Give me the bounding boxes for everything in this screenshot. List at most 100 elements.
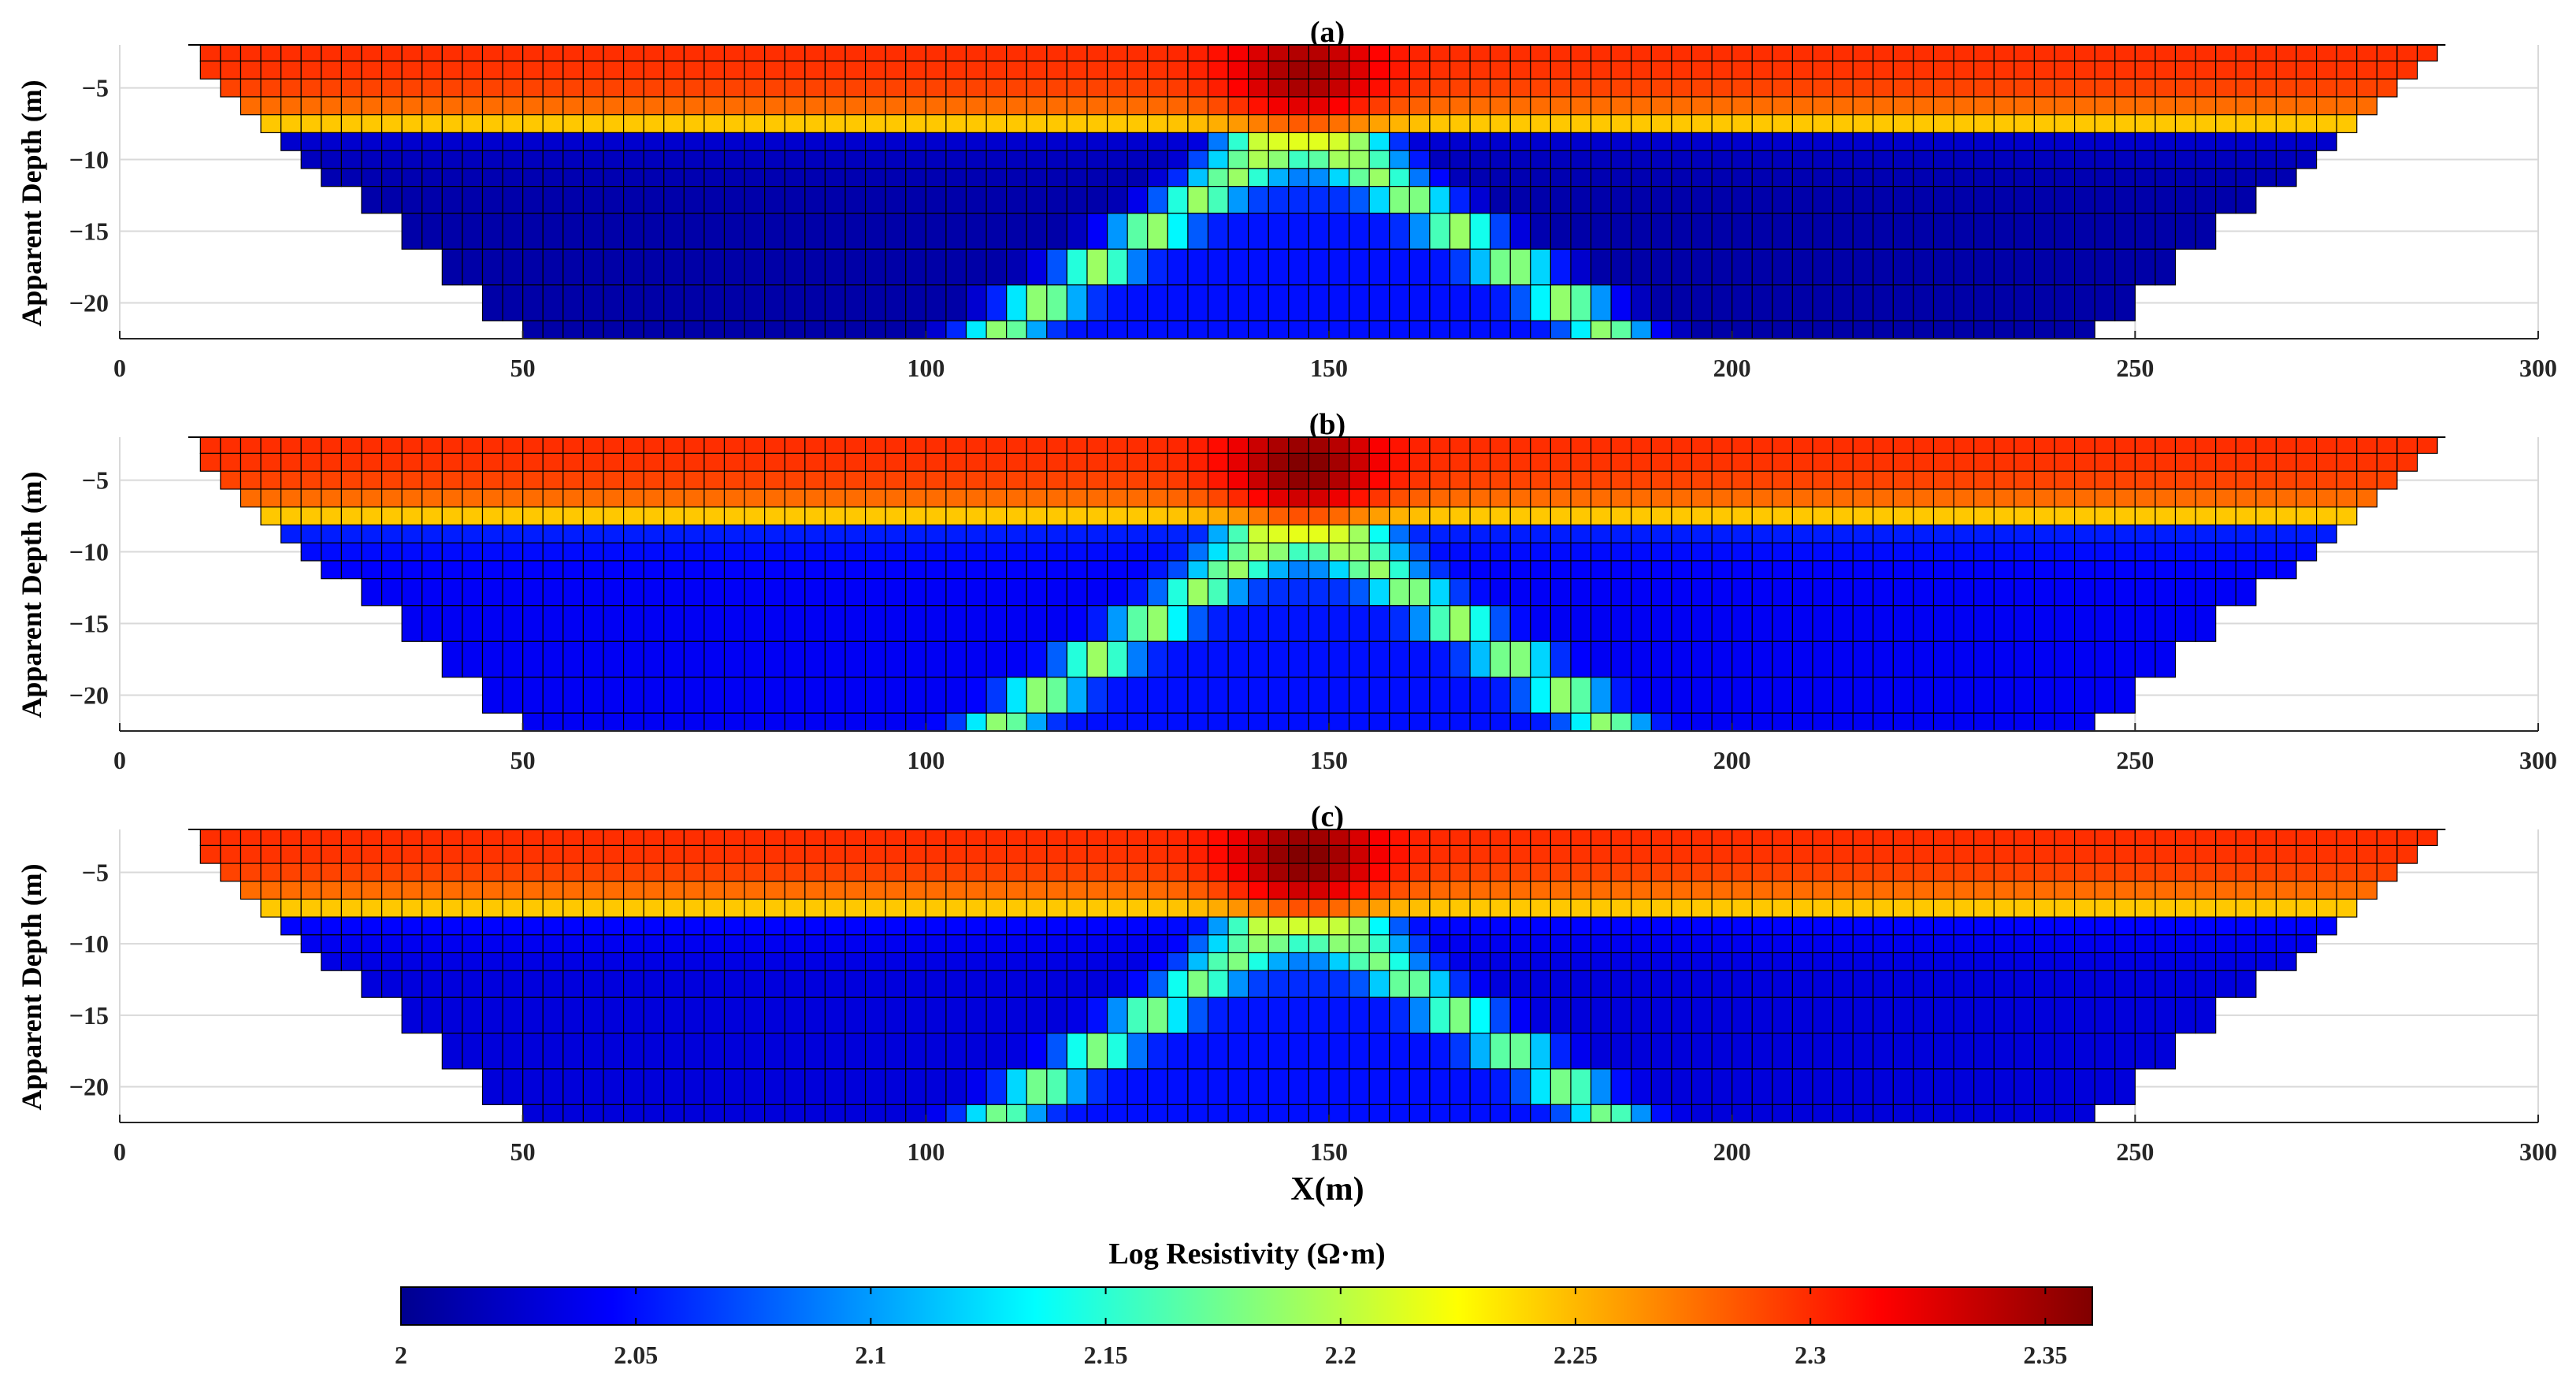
resistivity-cell <box>723 578 745 607</box>
resistivity-cell <box>703 114 726 134</box>
resistivity-cell <box>2195 578 2217 607</box>
resistivity-cell <box>441 248 463 286</box>
resistivity-cell <box>1026 829 1048 847</box>
resistivity-cell <box>2215 44 2236 62</box>
resistivity-cell <box>2073 1032 2095 1070</box>
resistivity-cell <box>1650 470 1672 490</box>
resistivity-cell <box>1308 1068 1330 1105</box>
resistivity-cell <box>441 863 463 882</box>
resistivity-cell <box>2296 524 2318 544</box>
resistivity-cell <box>965 488 987 508</box>
resistivity-cell <box>1650 150 1672 169</box>
resistivity-cell <box>502 970 524 998</box>
resistivity-cell <box>1106 542 1128 562</box>
resistivity-cell <box>703 132 726 151</box>
resistivity-cell <box>1610 96 1632 116</box>
resistivity-cell <box>1167 114 1189 134</box>
resistivity-cell <box>239 60 262 80</box>
resistivity-cell <box>1328 898 1350 918</box>
resistivity-cell <box>481 640 503 678</box>
resistivity-cell <box>321 44 343 62</box>
resistivity-cell <box>905 470 926 490</box>
resistivity-cell <box>441 560 463 580</box>
resistivity-cell <box>622 132 644 151</box>
resistivity-cell <box>1812 132 1834 151</box>
resistivity-cell <box>1026 970 1048 998</box>
resistivity-cell <box>1469 96 1491 116</box>
resistivity-cell <box>622 488 644 508</box>
resistivity-cell <box>1389 881 1410 900</box>
resistivity-cell <box>1530 60 1552 80</box>
resistivity-cell <box>905 916 926 936</box>
resistivity-cell <box>1993 213 2015 250</box>
resistivity-cell <box>804 506 826 526</box>
resistivity-cell <box>239 844 262 864</box>
resistivity-cell <box>1429 605 1451 642</box>
resistivity-cell <box>663 150 685 169</box>
resistivity-cell <box>622 44 644 62</box>
resistivity-cell <box>1368 114 1390 134</box>
resistivity-cell <box>1711 898 1733 918</box>
resistivity-cell <box>2073 898 2095 918</box>
resistivity-cell <box>1732 952 1753 971</box>
resistivity-cell <box>1409 506 1431 526</box>
resistivity-cell <box>2155 560 2177 580</box>
resistivity-cell <box>1631 488 1652 508</box>
resistivity-cell <box>1026 213 1048 250</box>
resistivity-cell <box>1469 168 1491 187</box>
resistivity-cell <box>1248 970 1269 998</box>
resistivity-cell <box>1691 452 1713 472</box>
resistivity-cell <box>1852 1068 1874 1105</box>
resistivity-cell <box>220 44 242 62</box>
resistivity-cell <box>562 829 585 847</box>
resistivity-cell <box>1832 320 1854 340</box>
resistivity-cell <box>1751 898 1773 918</box>
resistivity-cell <box>1590 320 1612 340</box>
resistivity-cell <box>603 916 625 936</box>
resistivity-cell <box>1852 168 1874 187</box>
resistivity-cell <box>421 132 443 151</box>
resistivity-cell <box>1106 452 1128 472</box>
resistivity-cell <box>1610 1068 1632 1105</box>
resistivity-cell <box>1610 470 1632 490</box>
resistivity-cell <box>1006 844 1027 864</box>
resistivity-cell <box>1389 934 1410 954</box>
resistivity-cell <box>1671 542 1693 562</box>
resistivity-cell <box>1732 605 1753 642</box>
resistivity-cell <box>1066 898 1088 918</box>
resistivity-cell <box>2376 436 2398 455</box>
resistivity-cell <box>2155 542 2177 562</box>
resistivity-cell <box>744 916 766 936</box>
resistivity-cell <box>1772 248 1794 286</box>
resistivity-cell <box>1187 506 1209 526</box>
resistivity-cell <box>723 881 745 900</box>
resistivity-cell <box>1812 578 1834 607</box>
resistivity-cell <box>844 524 867 544</box>
resistivity-cell <box>1046 506 1068 526</box>
resistivity-cell <box>1409 284 1431 321</box>
resistivity-cell <box>1288 996 1310 1034</box>
resistivity-cell <box>1671 970 1693 998</box>
resistivity-cell <box>1732 436 1753 455</box>
resistivity-cell <box>1348 452 1370 472</box>
resistivity-cell <box>985 898 1008 918</box>
resistivity-cell <box>1328 248 1350 286</box>
resistivity-cell <box>844 150 867 169</box>
resistivity-cell <box>1913 712 1935 732</box>
resistivity-cell <box>441 436 463 455</box>
resistivity-cell <box>844 436 867 455</box>
resistivity-cell <box>703 1104 726 1123</box>
resistivity-cell <box>2114 578 2136 607</box>
resistivity-cell <box>1106 952 1128 971</box>
resistivity-cell <box>2054 436 2076 455</box>
resistivity-cell <box>300 506 322 526</box>
resistivity-cell <box>683 898 705 918</box>
resistivity-cell <box>1570 1032 1592 1070</box>
resistivity-cell <box>1046 213 1068 250</box>
resistivity-cell <box>2033 524 2055 544</box>
resistivity-cell <box>945 881 967 900</box>
resistivity-cell <box>401 150 423 169</box>
resistivity-cell <box>622 916 644 936</box>
colorbar-gradient <box>400 1286 2093 1326</box>
resistivity-cell <box>764 186 785 214</box>
